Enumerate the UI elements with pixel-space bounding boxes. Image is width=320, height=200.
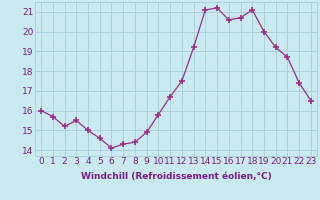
X-axis label: Windchill (Refroidissement éolien,°C): Windchill (Refroidissement éolien,°C) <box>81 172 271 181</box>
